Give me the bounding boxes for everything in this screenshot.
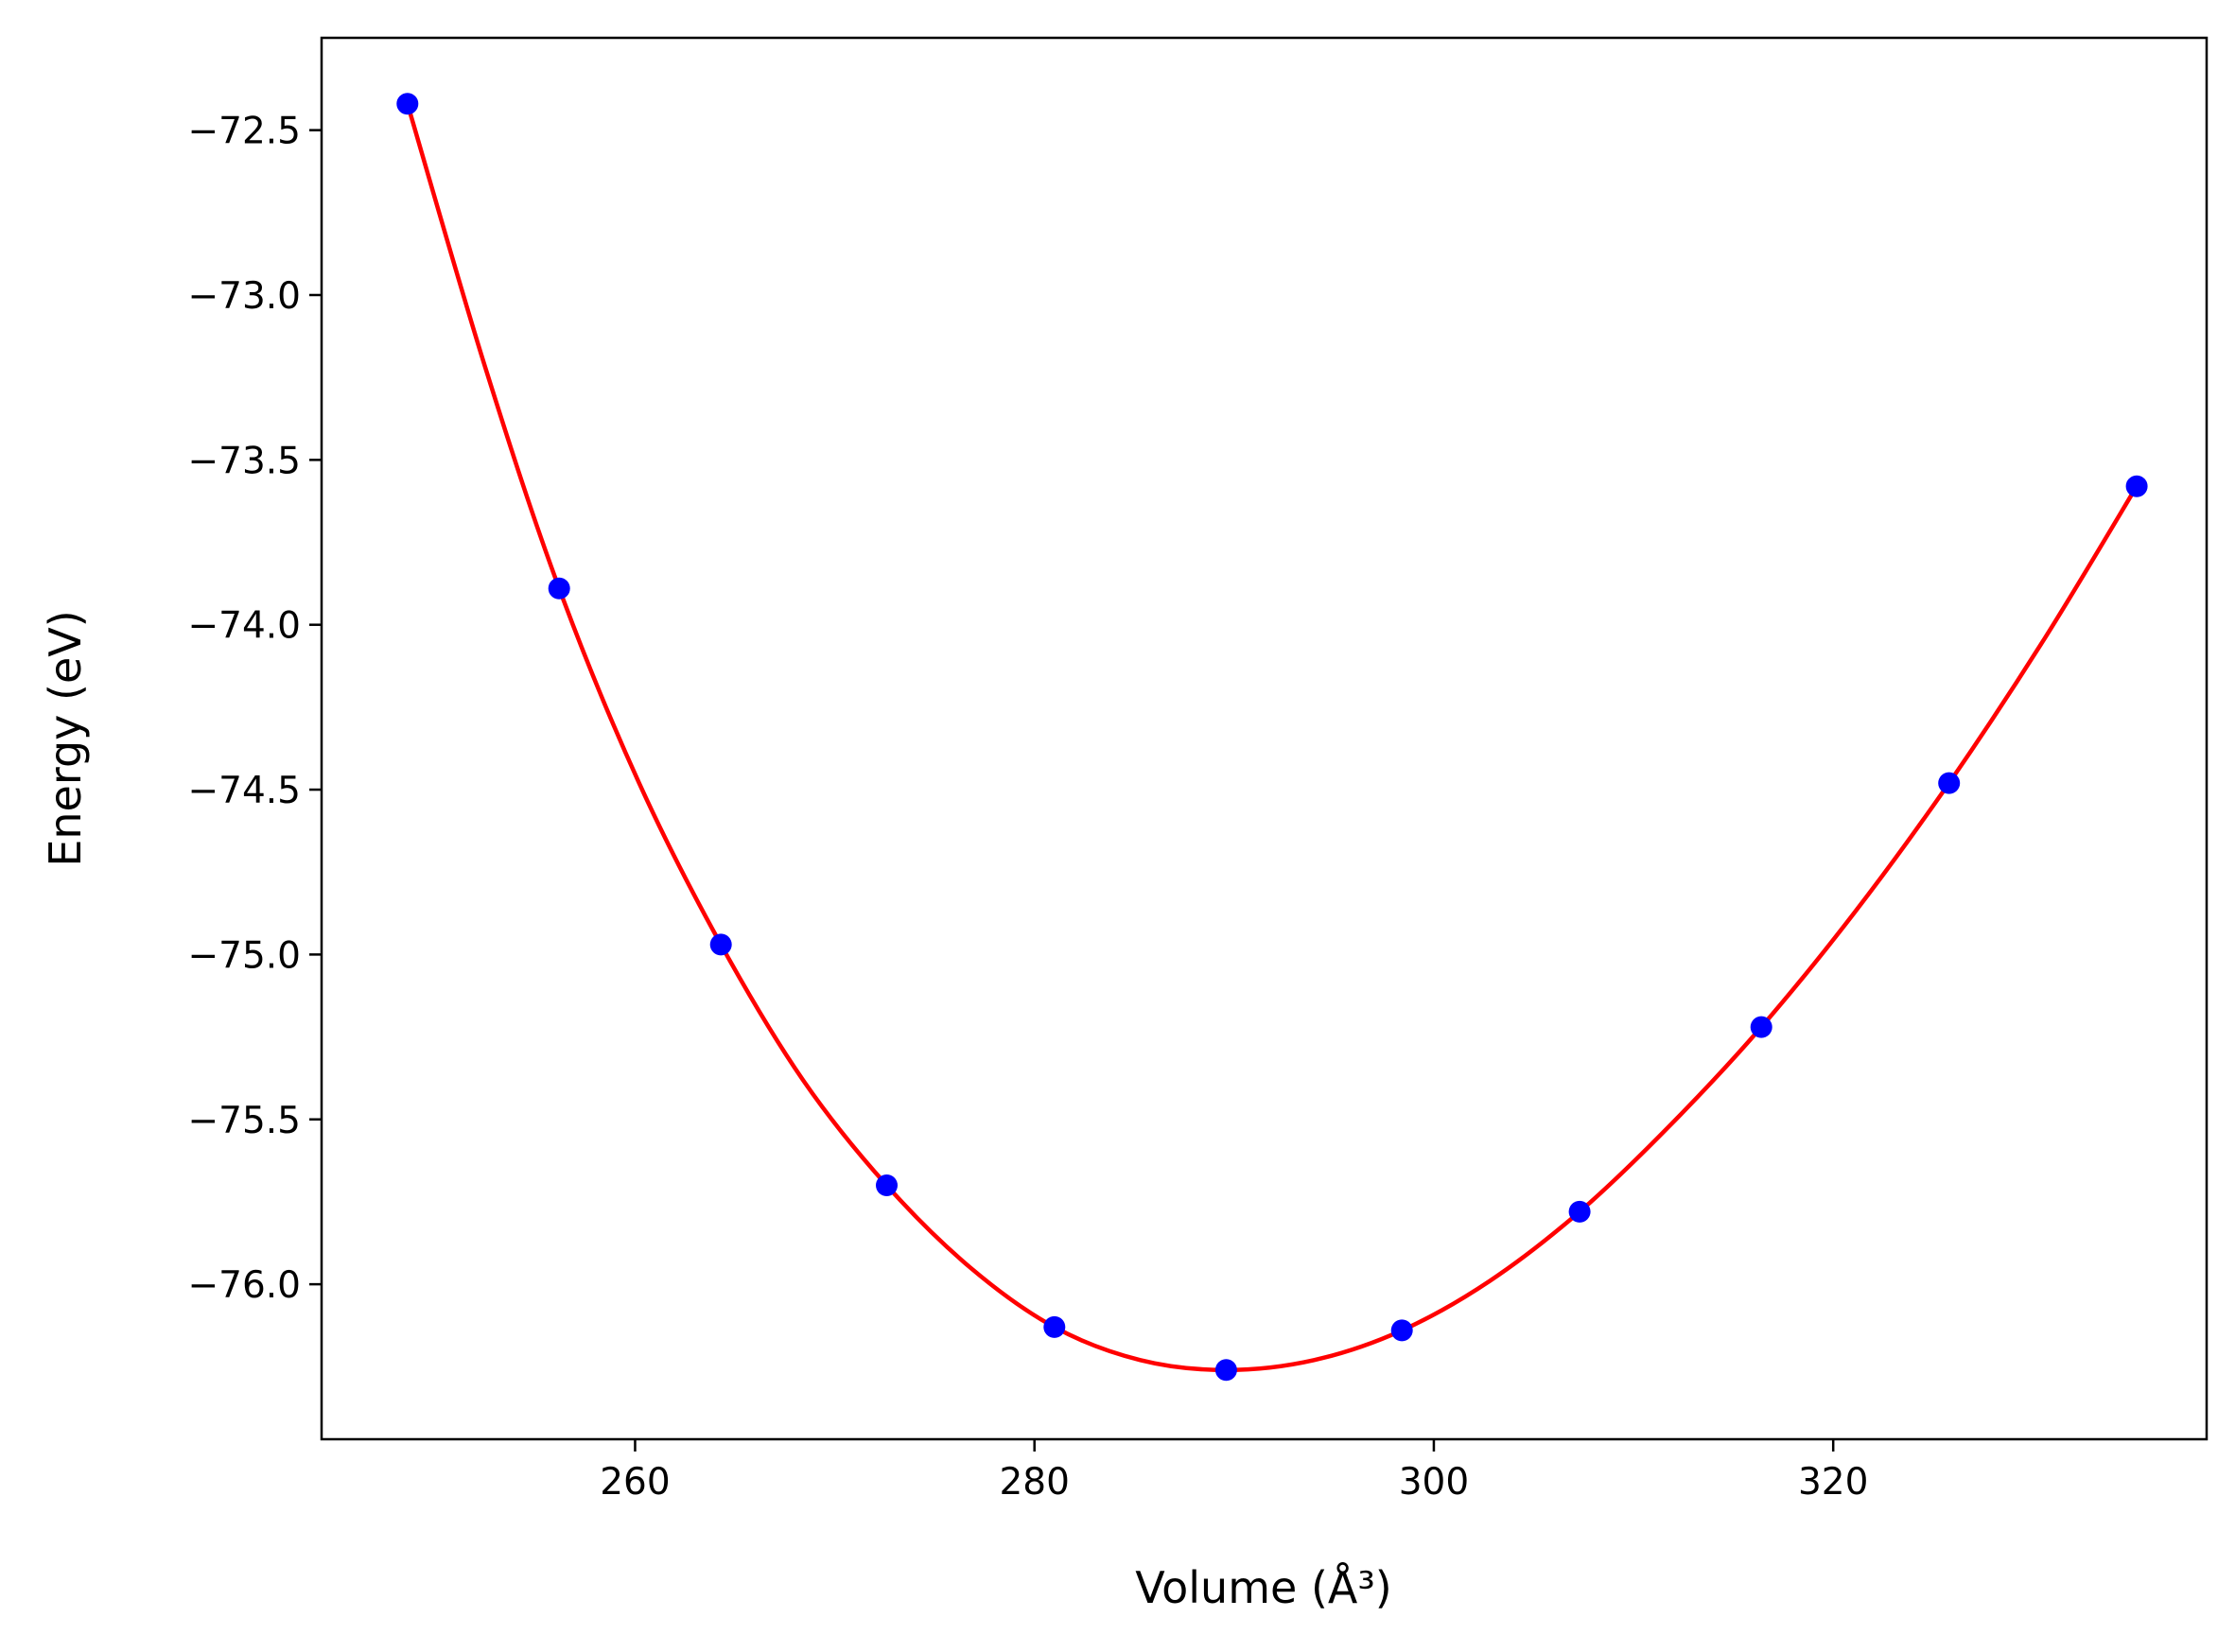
x-tick-label: 280 bbox=[999, 1461, 1069, 1504]
data-point bbox=[1390, 1319, 1413, 1342]
data-point bbox=[396, 93, 419, 115]
x-tick-label: 300 bbox=[1399, 1461, 1469, 1504]
x-axis-label: Volume (Å³) bbox=[1135, 1562, 1392, 1613]
data-point bbox=[1214, 1359, 1237, 1382]
data-point bbox=[1568, 1200, 1591, 1223]
fit-curve-line bbox=[405, 103, 2139, 1373]
data-point bbox=[709, 933, 732, 956]
y-tick-label: −72.5 bbox=[187, 111, 301, 153]
y-axis-ticks: −72.5 −73.0 −73.5 −74.0 −74.5 −75.0 −75.5 −76.0 bbox=[187, 111, 322, 1307]
data-point bbox=[876, 1174, 898, 1196]
y-tick-label: −76.0 bbox=[187, 1264, 301, 1307]
x-axis-ticks: 260 280 300 320 bbox=[600, 1439, 1868, 1504]
y-tick-label: −74.0 bbox=[187, 605, 301, 648]
y-tick-label: −73.5 bbox=[187, 440, 301, 482]
data-point bbox=[2125, 475, 2148, 497]
data-point bbox=[1938, 772, 1961, 794]
data-point bbox=[1750, 1016, 1772, 1038]
y-axis-label: Energy (eV) bbox=[40, 610, 91, 866]
y-tick-label: −74.5 bbox=[187, 770, 301, 812]
y-tick-label: −73.0 bbox=[187, 275, 301, 318]
data-point bbox=[1043, 1315, 1066, 1338]
x-tick-label: 320 bbox=[1798, 1461, 1868, 1504]
axes-frame bbox=[320, 36, 2209, 1441]
y-tick-label: −75.0 bbox=[187, 934, 301, 977]
plot-area bbox=[396, 93, 2148, 1382]
x-tick-label: 260 bbox=[600, 1461, 670, 1504]
data-point bbox=[548, 577, 570, 600]
y-tick-label: −75.5 bbox=[187, 1100, 301, 1142]
